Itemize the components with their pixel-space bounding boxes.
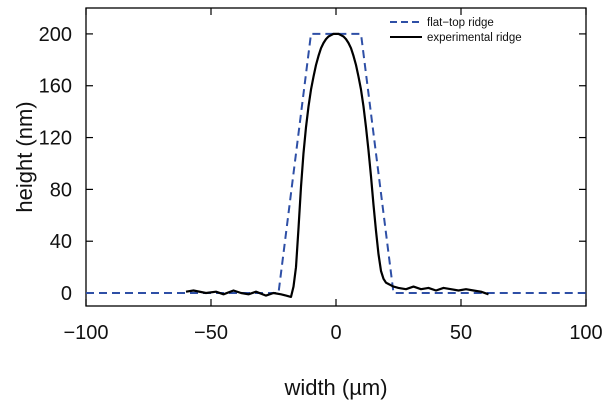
x-tick-label: 0 bbox=[330, 322, 341, 344]
series-group bbox=[86, 32, 586, 298]
flat-top-ridge-series-line bbox=[86, 32, 586, 294]
plot-frame bbox=[85, 7, 587, 307]
legend-label-experimental-ridge: experimental ridge bbox=[427, 32, 522, 44]
y-axis-label: height (nm) bbox=[12, 101, 37, 212]
x-axis-label: width (µm) bbox=[283, 375, 387, 400]
legend-label-flat-top-ridge: flat−top ridge bbox=[427, 17, 494, 29]
y-tick-label: 0 bbox=[61, 283, 72, 305]
y-tick-label: 120 bbox=[39, 128, 72, 150]
legend: flat−top ridge experimental ridge bbox=[390, 17, 522, 44]
y-tick-label: 80 bbox=[50, 179, 72, 201]
y-tick-label: 160 bbox=[39, 76, 72, 98]
x-tick-label: −50 bbox=[194, 322, 228, 344]
y-tick-label: 40 bbox=[50, 231, 72, 253]
experimental-ridge-series-line bbox=[185, 32, 489, 298]
x-tick-label: −100 bbox=[63, 322, 108, 344]
axis-ticks: −100 −50 0 50 100 0 40 80 120 160 200 bbox=[39, 8, 603, 344]
x-tick-label: 100 bbox=[569, 322, 602, 344]
y-tick-label: 200 bbox=[39, 24, 72, 46]
x-tick-label: 50 bbox=[450, 322, 472, 344]
